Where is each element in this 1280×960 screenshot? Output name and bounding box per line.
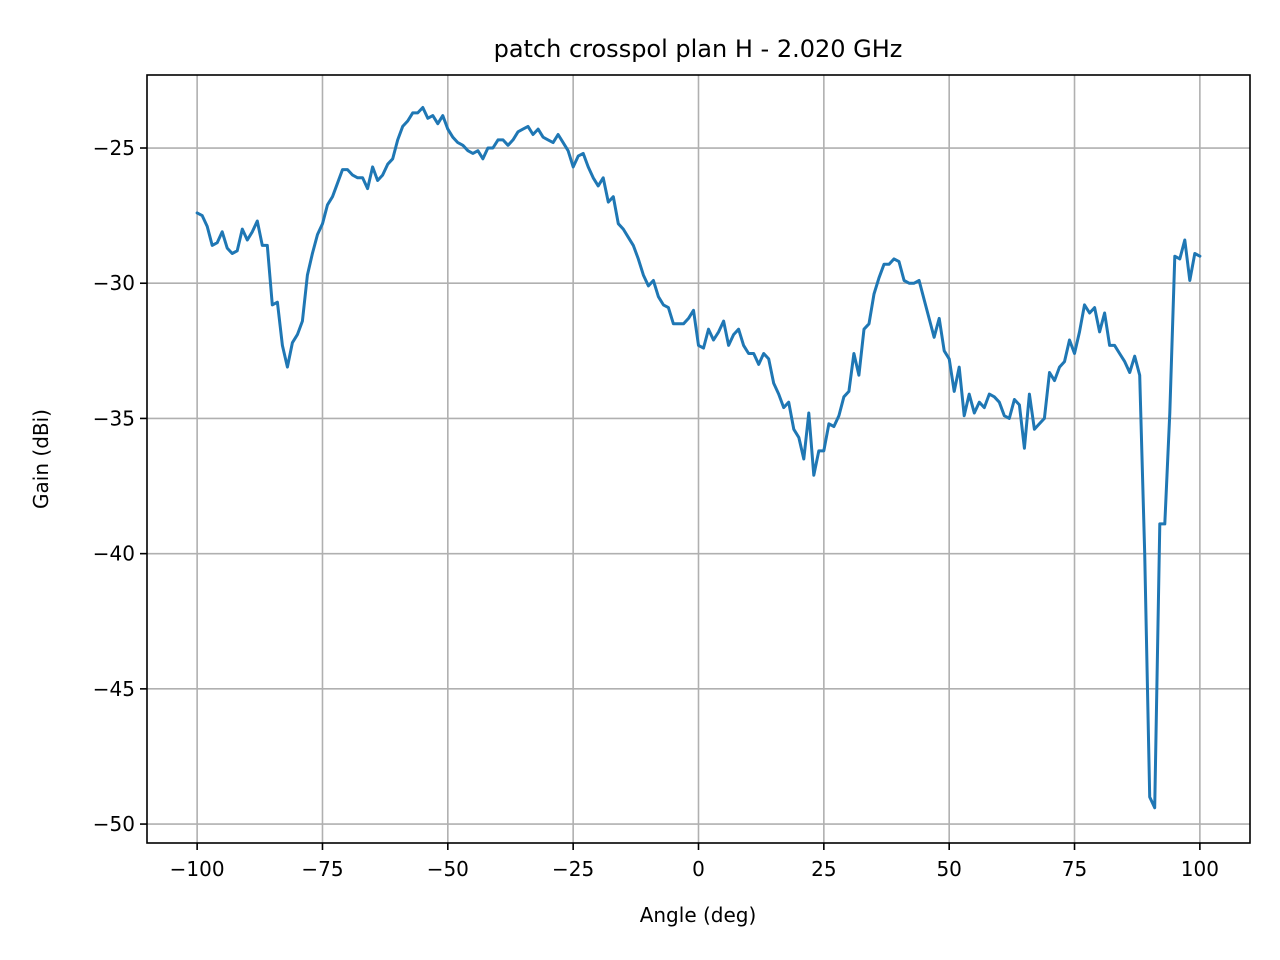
x-axis-label: Angle (deg) <box>640 903 757 927</box>
y-axis-label: Gain (dBi) <box>29 409 53 509</box>
grid <box>147 75 1250 843</box>
y-tick-label: −25 <box>93 136 135 160</box>
series-line <box>195 106 1202 810</box>
x-tick-label: 0 <box>692 857 705 881</box>
x-axis-ticks: −100 −75 −50 −25 0 25 50 75 100 <box>170 843 1219 881</box>
x-tick-label: −75 <box>301 857 343 881</box>
x-tick-label: −100 <box>170 857 225 881</box>
y-tick-label: −50 <box>93 812 135 836</box>
series-layer <box>195 106 1202 810</box>
y-axis-ticks: −50 −45 −40 −35 −30 −25 <box>93 136 147 836</box>
y-tick-label: −35 <box>93 406 135 430</box>
x-tick-label: 100 <box>1181 857 1219 881</box>
x-tick-label: −50 <box>427 857 469 881</box>
y-tick-label: −45 <box>93 677 135 701</box>
x-tick-label: 75 <box>1062 857 1087 881</box>
y-tick-label: −30 <box>93 271 135 295</box>
chart-title: patch crosspol plan H - 2.020 GHz <box>494 35 903 63</box>
y-tick-label: −40 <box>93 542 135 566</box>
x-tick-label: −25 <box>552 857 594 881</box>
x-tick-label: 25 <box>811 857 836 881</box>
x-tick-label: 50 <box>936 857 961 881</box>
